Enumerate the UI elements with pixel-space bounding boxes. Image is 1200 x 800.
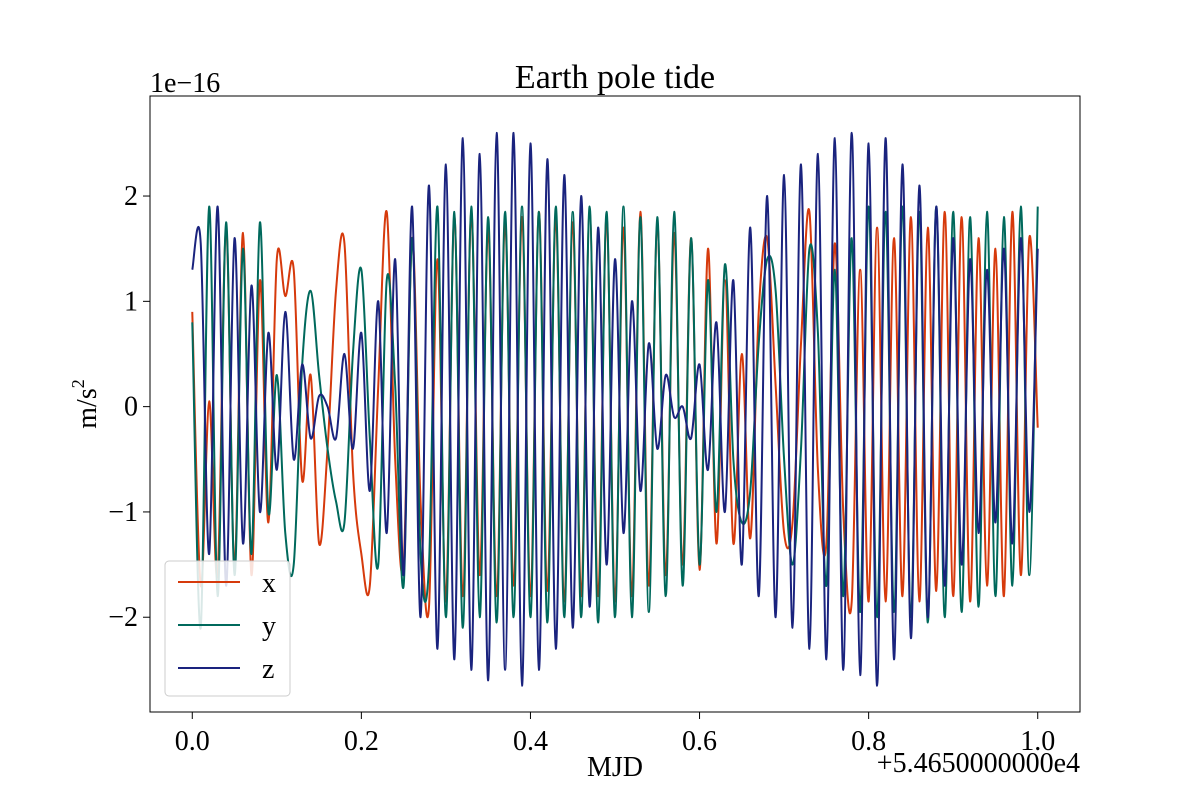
y-scale-label: 1e−16 (150, 68, 220, 99)
y-tick-label: 0 (124, 392, 138, 423)
x-tick-label: 0.6 (682, 726, 717, 757)
x-tick-label: 1.0 (1020, 726, 1055, 757)
x-tick-label: 0.4 (513, 726, 548, 757)
y-axis-label-base: m/s (72, 388, 103, 428)
plot-area (191, 131, 1039, 687)
x-axis-label: MJD (587, 752, 643, 783)
plot-frame (149, 95, 1081, 713)
x-offset-label: +5.4650000000e4 (877, 748, 1080, 779)
legend-box (164, 560, 291, 697)
x-tick-label: 0.8 (851, 726, 886, 757)
x-tick-label: 0.2 (344, 726, 379, 757)
legend[interactable]: xyz (164, 560, 291, 697)
y-tick-label: −2 (108, 602, 138, 633)
legend-label-y: y (262, 611, 276, 642)
y-axis-label-exponent: 2 (68, 379, 88, 388)
x-axis: 0.0 0.2 0.4 0.6 0.8 1.0 (175, 712, 1055, 757)
legend-label-z: z (262, 654, 274, 685)
legend-label-x: x (262, 568, 276, 599)
y-axis-label: m/s2 (68, 379, 103, 428)
y-tick-label: −1 (108, 497, 138, 528)
series-line-z (191, 131, 1039, 687)
x-tick-label: 0.0 (175, 726, 210, 757)
chart-title: Earth pole tide (515, 59, 715, 96)
y-tick-label: 2 (124, 181, 138, 212)
y-tick-label: 1 (124, 286, 138, 317)
y-axis: −2 −1 0 1 2 (108, 181, 150, 633)
